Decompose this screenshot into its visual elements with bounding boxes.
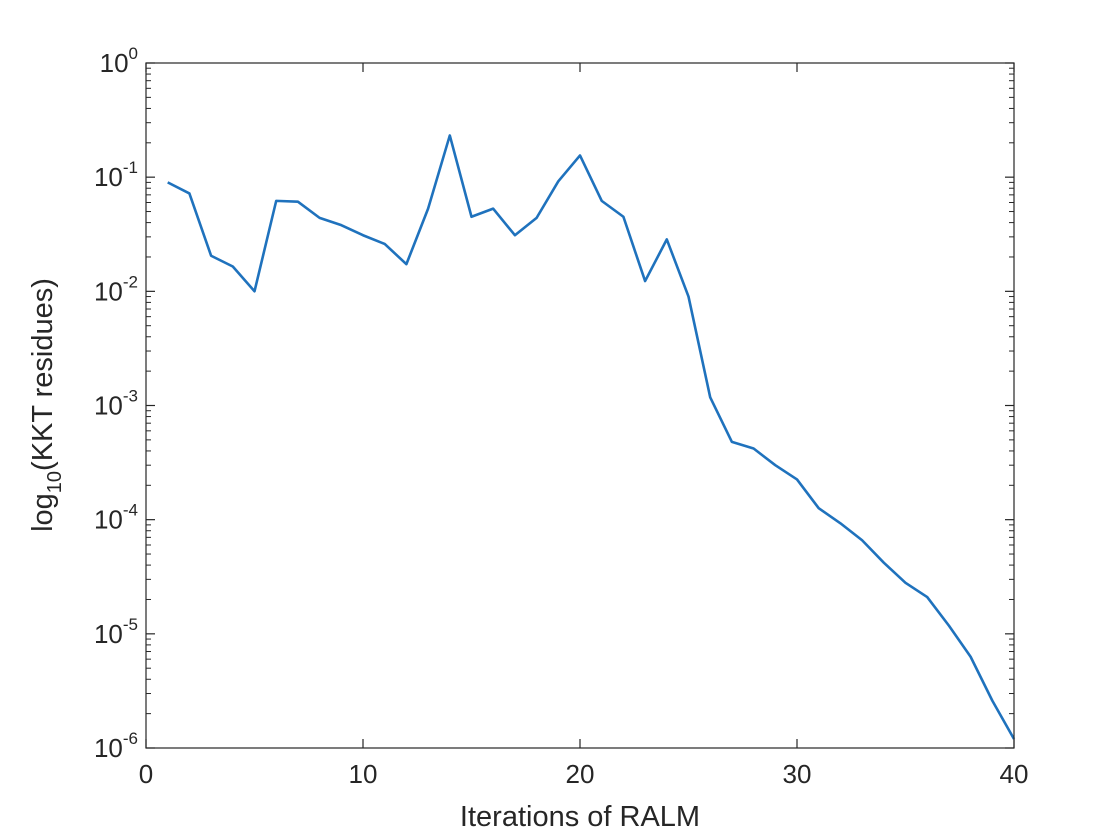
series-line xyxy=(167,134,1016,740)
y-tick-label: 10-4 xyxy=(94,501,138,535)
y-tick-label: 10-6 xyxy=(94,729,138,763)
y-tick-label: 100 xyxy=(100,44,138,78)
x-tick-label: 40 xyxy=(1000,759,1029,789)
y-tick-label: 10-1 xyxy=(94,158,138,192)
x-tick-label: 20 xyxy=(566,759,595,789)
x-tick-label: 0 xyxy=(139,759,153,789)
x-tick-label: 30 xyxy=(783,759,812,789)
x-tick-label: 10 xyxy=(349,759,378,789)
plot-area xyxy=(146,63,1014,748)
y-tick-label: 10-5 xyxy=(94,615,138,649)
y-axis-title: log10(KKT residues) xyxy=(27,278,66,532)
axes-box xyxy=(145,62,1015,749)
y-tick-label: 10-3 xyxy=(94,387,138,421)
y-tick-label: 10-2 xyxy=(94,272,138,306)
x-axis-title: Iterations of RALM xyxy=(460,801,700,833)
